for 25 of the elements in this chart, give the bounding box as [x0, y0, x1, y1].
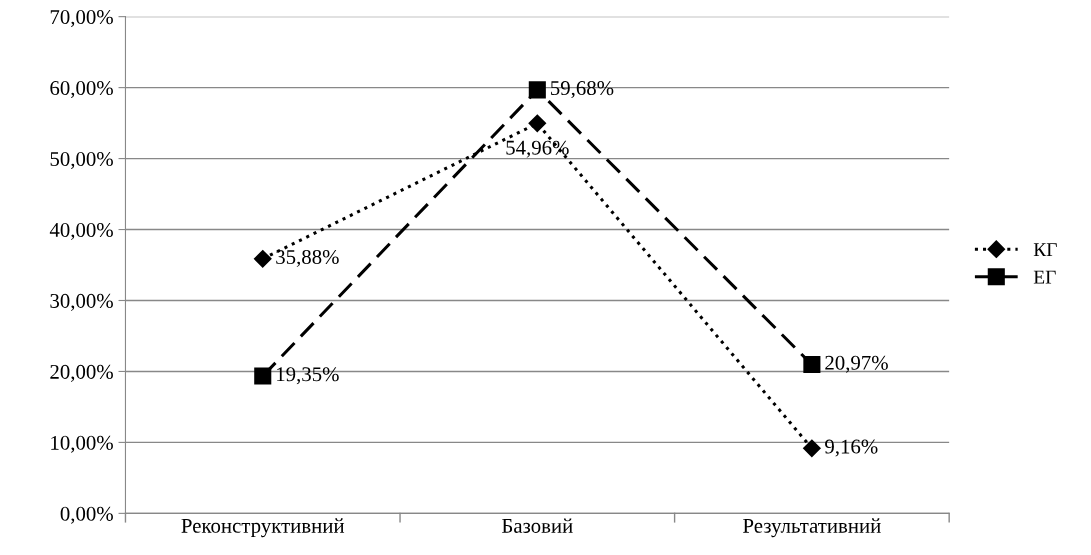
- data-label: 20,97%: [825, 355, 888, 373]
- y-tick-label: 60,00%: [50, 80, 113, 99]
- legend-label: КГ: [1033, 243, 1057, 257]
- y-tick-label: 10,00%: [51, 435, 113, 453]
- point: [803, 439, 821, 458]
- x-tick-label: Результативний: [743, 518, 881, 538]
- point: [528, 81, 546, 99]
- y-tick-label: 70,00%: [50, 10, 113, 28]
- y-tick-label: 20,00%: [50, 364, 113, 382]
- legend-label: ЕГ: [1033, 270, 1056, 284]
- data-label: 9,16%: [825, 439, 878, 457]
- point: [253, 250, 272, 268]
- y-tick-label: 0,00%: [60, 506, 113, 524]
- x-tick-label: Реконструктивний: [181, 518, 345, 538]
- data-label: 19,35%: [277, 367, 339, 385]
- point: [254, 367, 272, 385]
- y-tick-label: 40,00%: [49, 222, 113, 240]
- data-label: 54,96%: [506, 140, 569, 158]
- y-tick-label: 30,00%: [50, 293, 113, 311]
- y-tick-label: 50,00%: [50, 151, 113, 169]
- x-tick-label: Базовий: [501, 518, 573, 533]
- point: [803, 356, 821, 374]
- data-label: 35,88%: [276, 249, 339, 267]
- data-label: 59,68%: [551, 81, 614, 99]
- point: [528, 114, 547, 133]
